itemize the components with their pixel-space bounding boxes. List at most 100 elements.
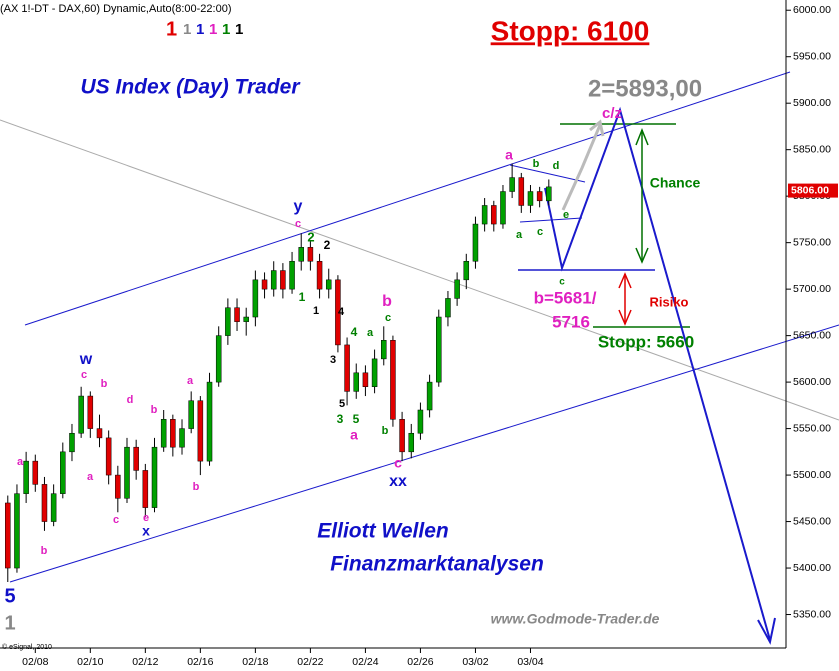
candle-body: [215, 335, 222, 383]
annotation: e: [143, 512, 149, 524]
annotation: 5: [4, 585, 15, 607]
candle-body: [197, 400, 204, 462]
candle-body: [5, 502, 11, 569]
annotation: 2: [324, 238, 331, 252]
annotation: © eSignal, 2010: [2, 643, 52, 651]
candle-body: [60, 451, 66, 494]
annotation: 1: [299, 290, 306, 304]
wave-degree-mark: 1: [222, 21, 230, 38]
annotation: b: [41, 545, 48, 557]
candle-body: [50, 493, 57, 522]
annotation: c: [81, 369, 87, 381]
annotation: c: [113, 514, 119, 526]
drawings: [0, 71, 839, 645]
header: (AX 1!-DT - DAX,60) Dynamic,Auto(8:00-22…: [0, 3, 232, 15]
y-tick-label: 5600.00: [793, 376, 831, 388]
x-tick-label: 03/04: [517, 656, 543, 668]
x-tick-label: 03/02: [462, 656, 488, 668]
candle-body: [390, 340, 396, 420]
candle-body: [518, 177, 525, 206]
candle-body: [151, 446, 158, 508]
annotation: a: [516, 229, 523, 241]
candle-body: [234, 307, 240, 322]
candle-body: [344, 344, 350, 392]
annotation: 5716: [552, 312, 590, 331]
lower-channel: [9, 324, 839, 583]
annotation: y: [294, 198, 303, 215]
annotation: a: [350, 427, 358, 443]
annotation: x: [142, 523, 150, 539]
wave-degree-mark: 1: [209, 21, 217, 38]
candle-body: [41, 484, 48, 522]
chance-arrowhead: [635, 247, 649, 264]
candle-body: [436, 316, 442, 383]
risk-arrowhead: [618, 272, 632, 289]
candle-body: [78, 395, 84, 434]
y-tick-label: 5900.00: [793, 97, 831, 109]
annotation: b: [382, 293, 392, 310]
x-tick-label: 02/10: [77, 656, 103, 668]
candle-body: [491, 205, 497, 225]
candle-body: [536, 191, 543, 202]
candle-body: [316, 260, 323, 290]
annotation: Stopp: 5660: [598, 332, 694, 351]
candle-body: [472, 223, 479, 262]
candle-body: [133, 446, 139, 471]
annotation: Risiko: [649, 294, 688, 309]
annotation: a: [367, 327, 374, 339]
annotation: 4: [338, 306, 345, 318]
annotation: d: [553, 160, 560, 172]
candle-body: [353, 372, 359, 392]
candle-body: [325, 279, 332, 290]
annotation: b: [382, 425, 389, 437]
annotation: US Index (Day) Trader: [80, 76, 301, 99]
candle-body: [225, 307, 231, 336]
candle-body: [87, 395, 94, 429]
wave-degree-mark: 1: [196, 21, 204, 38]
annotation: c: [385, 312, 391, 324]
candle-body: [408, 432, 415, 453]
annotation: 2: [307, 229, 314, 244]
candle-body: [14, 493, 20, 569]
candle-body: [243, 316, 249, 322]
annotation: e: [563, 209, 569, 221]
annotation: c/z: [602, 105, 622, 122]
triangle-line: [509, 164, 586, 183]
annotation: Stopp: 6100: [491, 15, 650, 46]
candle-body: [445, 298, 451, 318]
candle-body: [454, 279, 460, 299]
annotation: 2=5893,00: [588, 75, 702, 102]
annotation: 1: [313, 305, 319, 317]
annotation: a: [17, 456, 24, 468]
candle-body: [160, 419, 167, 448]
annotation: b: [101, 378, 108, 390]
candle-body: [546, 186, 552, 202]
x-tick-label: 02/22: [297, 656, 323, 668]
candle-body: [170, 419, 176, 448]
candle-body: [500, 191, 506, 225]
annotation: c: [295, 218, 301, 230]
x-tick-label: 02/08: [22, 656, 48, 668]
wave-degree-mark: 1: [183, 21, 191, 38]
candle-body: [280, 270, 286, 290]
annotation: xx: [389, 473, 407, 490]
candle-body: [69, 432, 75, 453]
candle-body: [335, 279, 341, 346]
y-tick-label: 5350.00: [793, 608, 831, 620]
candle-body: [298, 247, 304, 262]
last-price-label: 5806.00: [791, 184, 829, 196]
candle-body: [426, 381, 433, 411]
blue-projection: [544, 106, 771, 641]
annotation: b: [151, 404, 158, 416]
annotation: 5: [339, 398, 345, 410]
x-tick-label: 02/24: [352, 656, 378, 668]
y-tick-label: 6000.00: [793, 4, 831, 16]
candle-body: [417, 409, 424, 434]
candle-body: [307, 247, 314, 262]
candle-body: [252, 279, 259, 318]
annotation: 5: [353, 412, 360, 426]
gray-arrowhead: [589, 119, 605, 137]
candle-body: [463, 260, 470, 281]
y-tick-label: 5450.00: [793, 515, 831, 527]
